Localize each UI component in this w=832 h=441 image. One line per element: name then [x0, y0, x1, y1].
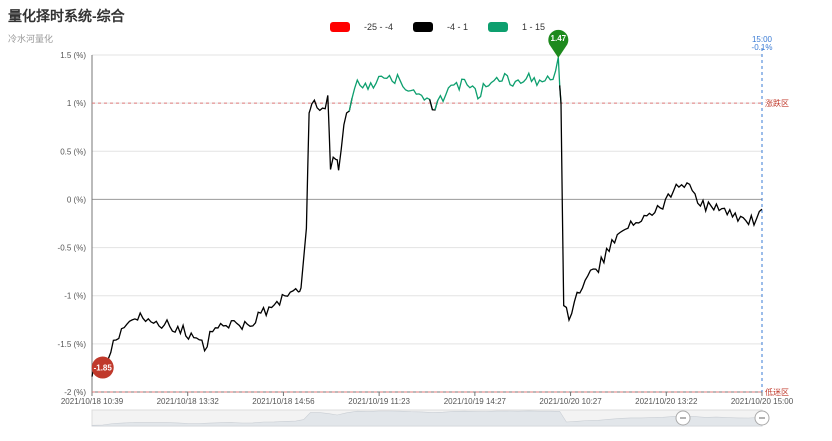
chart-subtitle: 冷水河量化 — [8, 34, 54, 44]
max-marker-pin — [548, 29, 569, 58]
y-tick-label: -2 (%) — [64, 388, 86, 397]
legend-item-mid[interactable]: -4 - 1 — [413, 22, 468, 32]
reference-line-label: 低迷区 — [765, 387, 789, 397]
x-tick-label: 2021/10/20 13:22 — [635, 397, 698, 406]
legend-item-high[interactable]: 1 - 15 — [488, 22, 545, 32]
x-tick-label: 2021/10/20 10:27 — [539, 397, 602, 406]
x-tick-label: 2021/10/18 14:56 — [252, 397, 315, 406]
y-tick-label: 1.5 (%) — [60, 51, 86, 60]
min-marker-label: -1.85 — [94, 364, 113, 373]
legend-label-low: -25 - -4 — [364, 22, 394, 32]
legend-swatch-high — [488, 22, 509, 32]
legend-swatch-mid — [413, 22, 434, 32]
series-line-segment — [91, 95, 353, 377]
legend-swatch-low — [330, 22, 350, 32]
y-tick-label: -1.5 (%) — [58, 340, 87, 349]
series-line-segment — [559, 85, 763, 323]
y-tick-label: 0.5 (%) — [60, 147, 86, 156]
y-tick-label: 0 (%) — [67, 195, 86, 204]
x-tick-label: 2021/10/18 13:32 — [157, 397, 220, 406]
zoom-slider-preview — [91, 410, 763, 427]
reference-line-label: 涨跌区 — [765, 98, 789, 108]
legend-label-high: 1 - 15 — [522, 22, 546, 32]
min-marker-pin — [91, 356, 114, 379]
max-marker-label: 1.47 — [551, 34, 567, 43]
legend-label-mid: -4 - 1 — [447, 22, 469, 32]
legend-item-low[interactable]: -25 - -4 — [330, 22, 393, 32]
y-tick-label: -1 (%) — [64, 292, 86, 301]
series-line-segment — [348, 72, 434, 112]
y-tick-label: -0.5 (%) — [58, 244, 87, 253]
end-value-label: -0.1% — [752, 43, 773, 52]
x-tick-label: 2021/10/18 10:39 — [61, 397, 124, 406]
x-tick-label: 2021/10/19 14:27 — [444, 397, 507, 406]
x-tick-label: 2021/10/20 15:00 — [731, 397, 794, 406]
series-line-segment — [434, 57, 562, 111]
legend: -25 - -4 -4 - 1 1 - 15 — [330, 22, 565, 32]
end-time-label: 15:00 — [752, 35, 773, 44]
y-tick-label: 1 (%) — [67, 99, 86, 108]
chart-title: 量化择时系统-综合 — [8, 8, 125, 24]
x-tick-label: 2021/10/19 11:23 — [348, 397, 410, 406]
